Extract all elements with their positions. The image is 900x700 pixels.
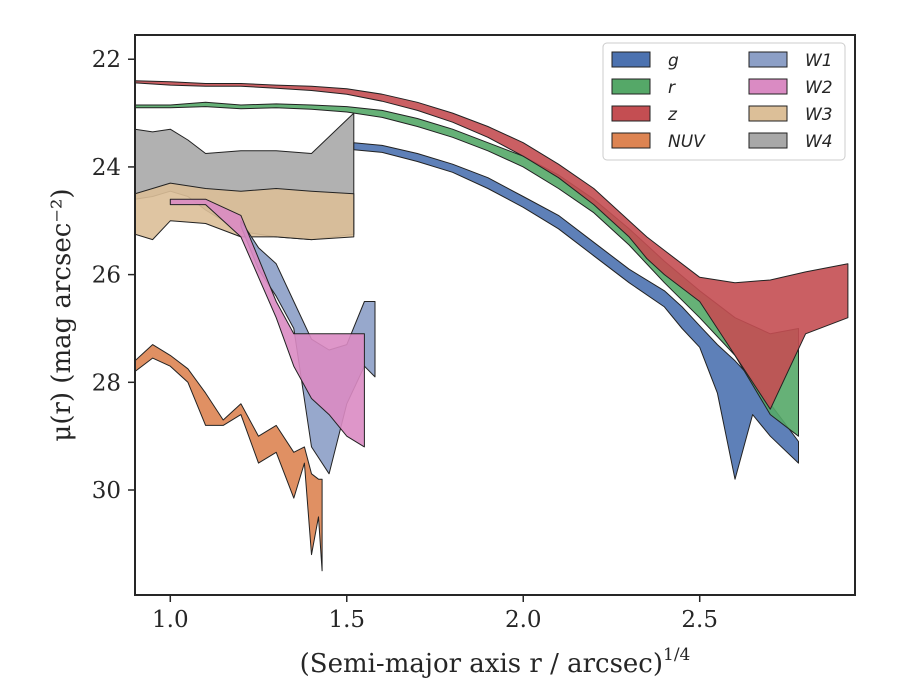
area-z <box>135 80 849 410</box>
legend-label-w2: W2 <box>805 78 833 98</box>
legend-swatch-r <box>611 78 651 95</box>
area-g <box>353 142 799 480</box>
legend-swatch-nuv <box>611 132 651 149</box>
x-axis-ticks: 1.0 1.5 2.0 2.5 <box>152 595 718 633</box>
legend-swatch-z <box>611 105 651 122</box>
legend-swatch-w2 <box>748 78 788 95</box>
legend-label-w4: W4 <box>805 132 833 152</box>
legend-label-r: r <box>668 78 676 98</box>
y-tick-label: 30 <box>92 478 121 504</box>
x-tick-label: 2.0 <box>505 607 542 633</box>
x-tick-label: 2.5 <box>681 607 718 633</box>
y-tick-label: 24 <box>92 155 121 181</box>
x-axis-label: (Semi-major axis r / arcsec)1/4 <box>300 645 691 679</box>
legend: grz NUV W1 W2 W3 W4 <box>602 42 846 161</box>
series-areas <box>135 80 849 572</box>
legend-label-w3: W3 <box>805 105 833 125</box>
area-nuv <box>135 344 323 572</box>
legend-swatch-g <box>611 51 651 68</box>
y-tick-label: 28 <box>92 370 121 396</box>
legend-label-w1: W1 <box>805 51 833 71</box>
legend-swatch-w3 <box>748 105 788 122</box>
legend-label-z: z <box>667 105 678 125</box>
area-w3 <box>135 182 355 241</box>
legend-swatch-w4 <box>748 132 788 149</box>
y-tick-label: 26 <box>92 263 121 289</box>
y-axis-label: μ(r) (mag arcsec⁻²) <box>47 188 77 441</box>
y-tick-label: 22 <box>92 47 121 73</box>
legend-label-nuv: NUV <box>668 132 706 152</box>
x-tick-label: 1.0 <box>152 607 189 633</box>
legend-label-g: g <box>668 51 679 71</box>
legend-swatch-w1 <box>748 51 788 68</box>
x-tick-label: 1.5 <box>328 607 365 633</box>
area-w2 <box>169 198 365 448</box>
y-axis-ticks: 22 24 26 28 30 <box>92 47 135 504</box>
plot-frame <box>134 34 856 596</box>
legend-frame <box>602 42 846 161</box>
